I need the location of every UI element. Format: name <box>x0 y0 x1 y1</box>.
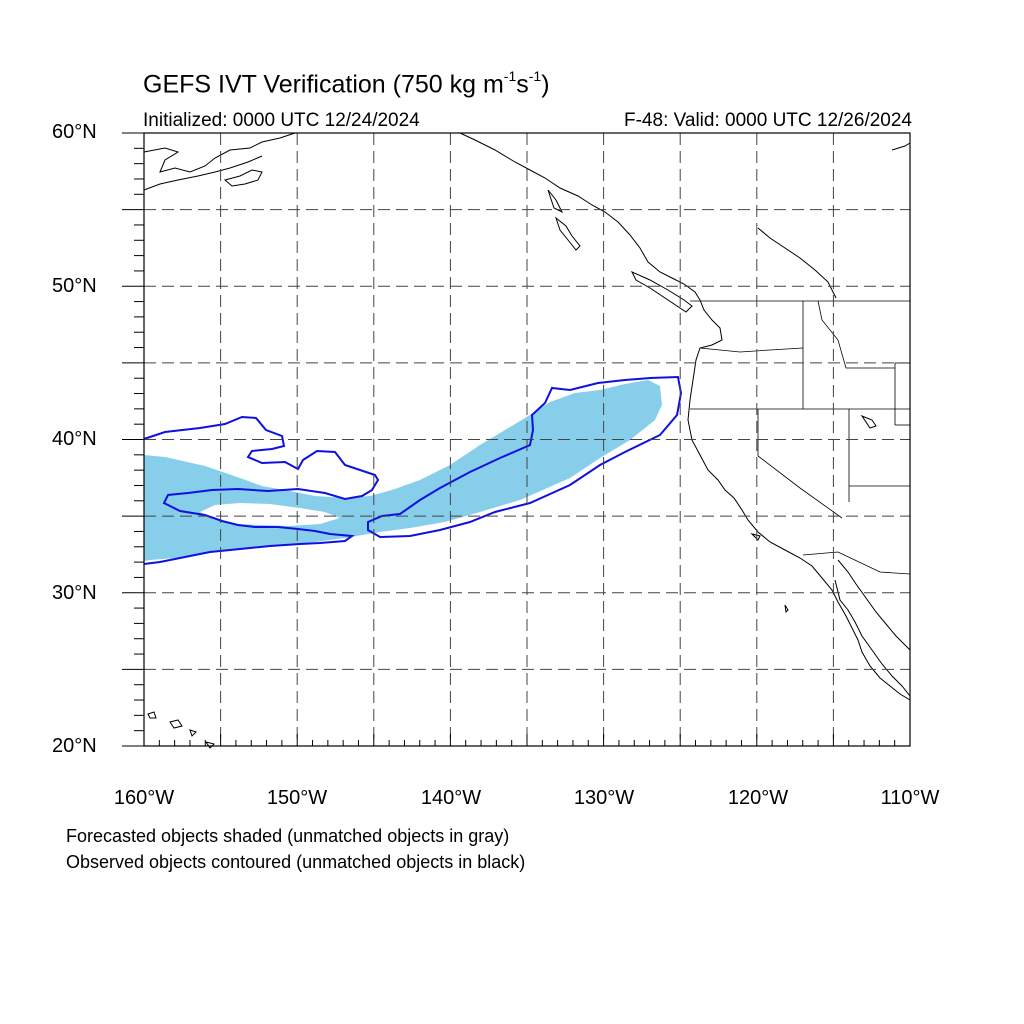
lon-label-120w: 120°W <box>727 787 789 809</box>
lon-label-110w: 110°W <box>880 787 940 809</box>
lat-label-40: 40°N <box>52 428 97 450</box>
observed-contour-main <box>367 375 683 539</box>
observed-contour-outer <box>143 415 380 565</box>
state-borders <box>690 300 911 575</box>
legend-forecast-note: Forecasted objects shaded (unmatched obj… <box>66 826 510 846</box>
graticule <box>144 133 910 746</box>
lat-label-20: 20°N <box>52 735 97 757</box>
valid-time: F-48: Valid: 0000 UTC 12/26/2024 <box>624 110 912 131</box>
forecast-object <box>144 380 662 561</box>
lon-label-130w: 130°W <box>573 787 635 809</box>
initialized-time: Initialized: 0000 UTC 12/24/2024 <box>143 110 420 131</box>
map-title: GEFS IVT Verification (750 kg m-1s-1) <box>143 68 550 99</box>
lat-label-50: 50°N <box>52 275 97 297</box>
lon-label-140w: 140°W <box>420 787 482 809</box>
lat-label-60: 60°N <box>52 121 97 143</box>
axis-ticks <box>122 132 911 747</box>
lon-label-160w: 160°W <box>113 787 175 809</box>
lat-label-30: 30°N <box>52 582 97 604</box>
lon-label-150w: 150°W <box>266 787 328 809</box>
legend-observed-note: Observed objects contoured (unmatched ob… <box>66 852 526 872</box>
forecast-object-hole <box>200 503 340 526</box>
coastlines <box>143 132 911 749</box>
map-frame <box>143 132 911 747</box>
